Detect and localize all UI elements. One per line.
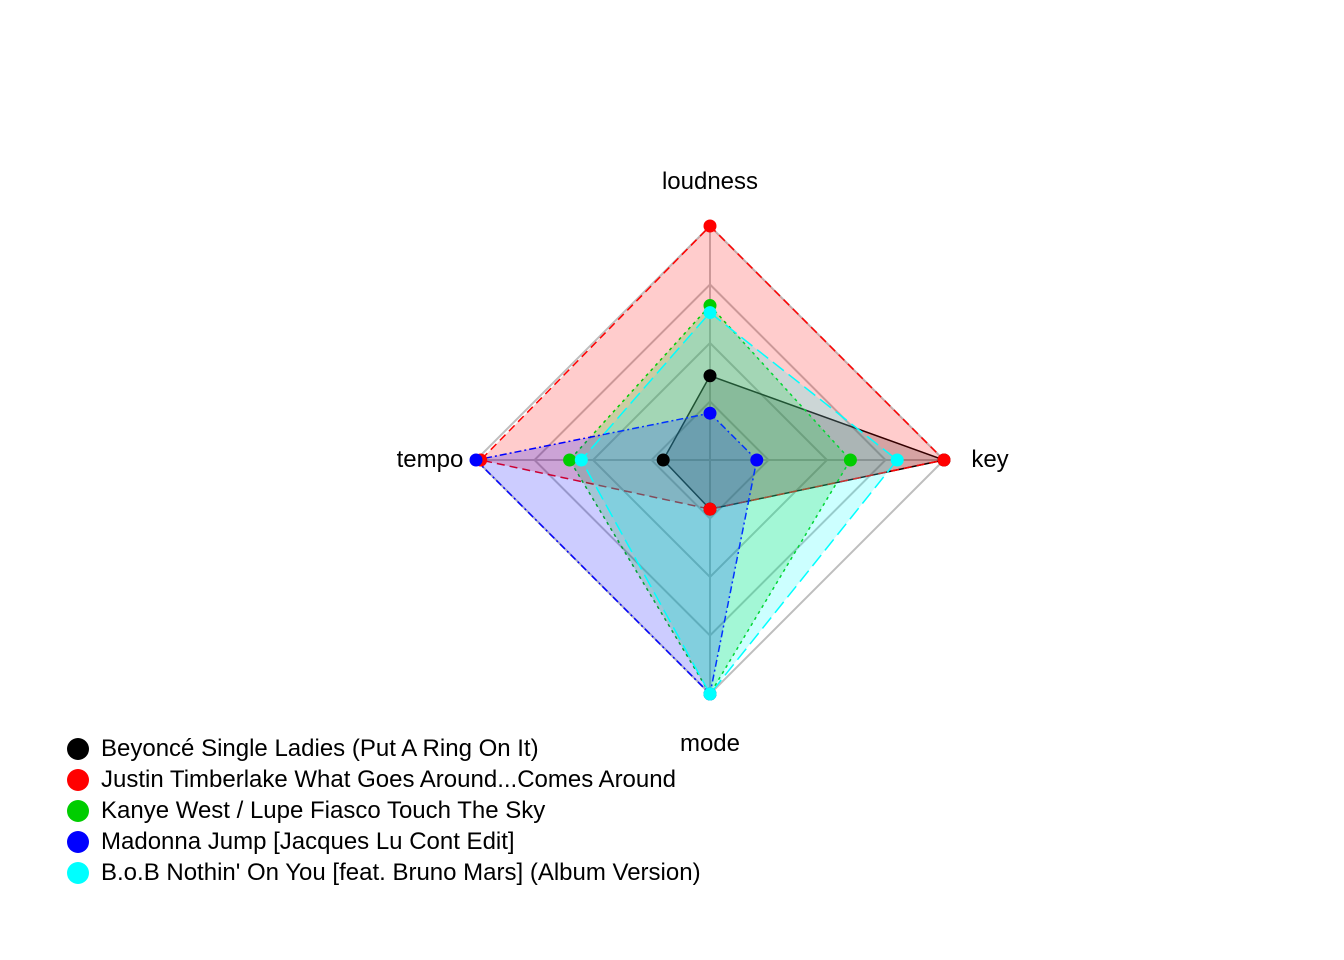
data-point: [890, 453, 904, 467]
data-point: [937, 453, 951, 467]
axis-label-loudness: loudness: [662, 168, 758, 195]
data-point: [843, 453, 857, 467]
legend-marker: [67, 738, 89, 761]
legend-marker: [67, 861, 89, 884]
legend-item: Madonna Jump [Jacques Lu Cont Edit]: [64, 826, 701, 857]
legend-marker: [67, 830, 89, 853]
legend-label: Justin Timberlake What Goes Around...Com…: [101, 766, 676, 794]
axis-label-mode: mode: [680, 730, 740, 757]
legend-item: Beyoncé Single Ladies (Put A Ring On It): [64, 734, 701, 765]
data-point: [656, 453, 670, 467]
legend-label: Beyoncé Single Ladies (Put A Ring On It): [101, 735, 539, 763]
data-point: [703, 369, 717, 383]
series-group: [479, 224, 946, 510]
legend-label: Kanye West / Lupe Fiasco Touch The Sky: [101, 796, 546, 824]
legend-label: B.o.B Nothin' On You [feat. Bruno Mars] …: [101, 858, 701, 886]
data-point: [750, 453, 764, 467]
series-area: [479, 224, 946, 510]
series-group: [568, 304, 852, 696]
legend-item: Kanye West / Lupe Fiasco Touch The Sky: [64, 796, 701, 827]
series-points: [574, 306, 904, 701]
legend-marker: [67, 769, 89, 792]
legend-label: Madonna Jump [Jacques Lu Cont Edit]: [101, 827, 515, 855]
series-area: [580, 311, 899, 696]
legend: Beyoncé Single Ladies (Put A Ring On It)…: [64, 734, 701, 888]
data-point: [563, 453, 577, 467]
axis-label-key: key: [971, 446, 1008, 473]
axis-label-tempo: tempo: [397, 446, 464, 473]
data-point: [703, 219, 717, 233]
data-point: [703, 306, 717, 320]
legend-item: B.o.B Nothin' On You [feat. Bruno Mars] …: [64, 857, 701, 888]
data-point: [703, 406, 717, 420]
data-point: [469, 453, 483, 467]
legend-item: Justin Timberlake What Goes Around...Com…: [64, 765, 701, 796]
data-point: [574, 453, 588, 467]
legend-marker: [67, 799, 89, 822]
axis-labels: loudness key mode tempo: [397, 168, 1009, 757]
series-group: [580, 311, 899, 696]
data-point: [703, 502, 717, 516]
data-point: [703, 687, 717, 701]
series-area: [568, 304, 852, 696]
radar-series: [469, 219, 951, 701]
